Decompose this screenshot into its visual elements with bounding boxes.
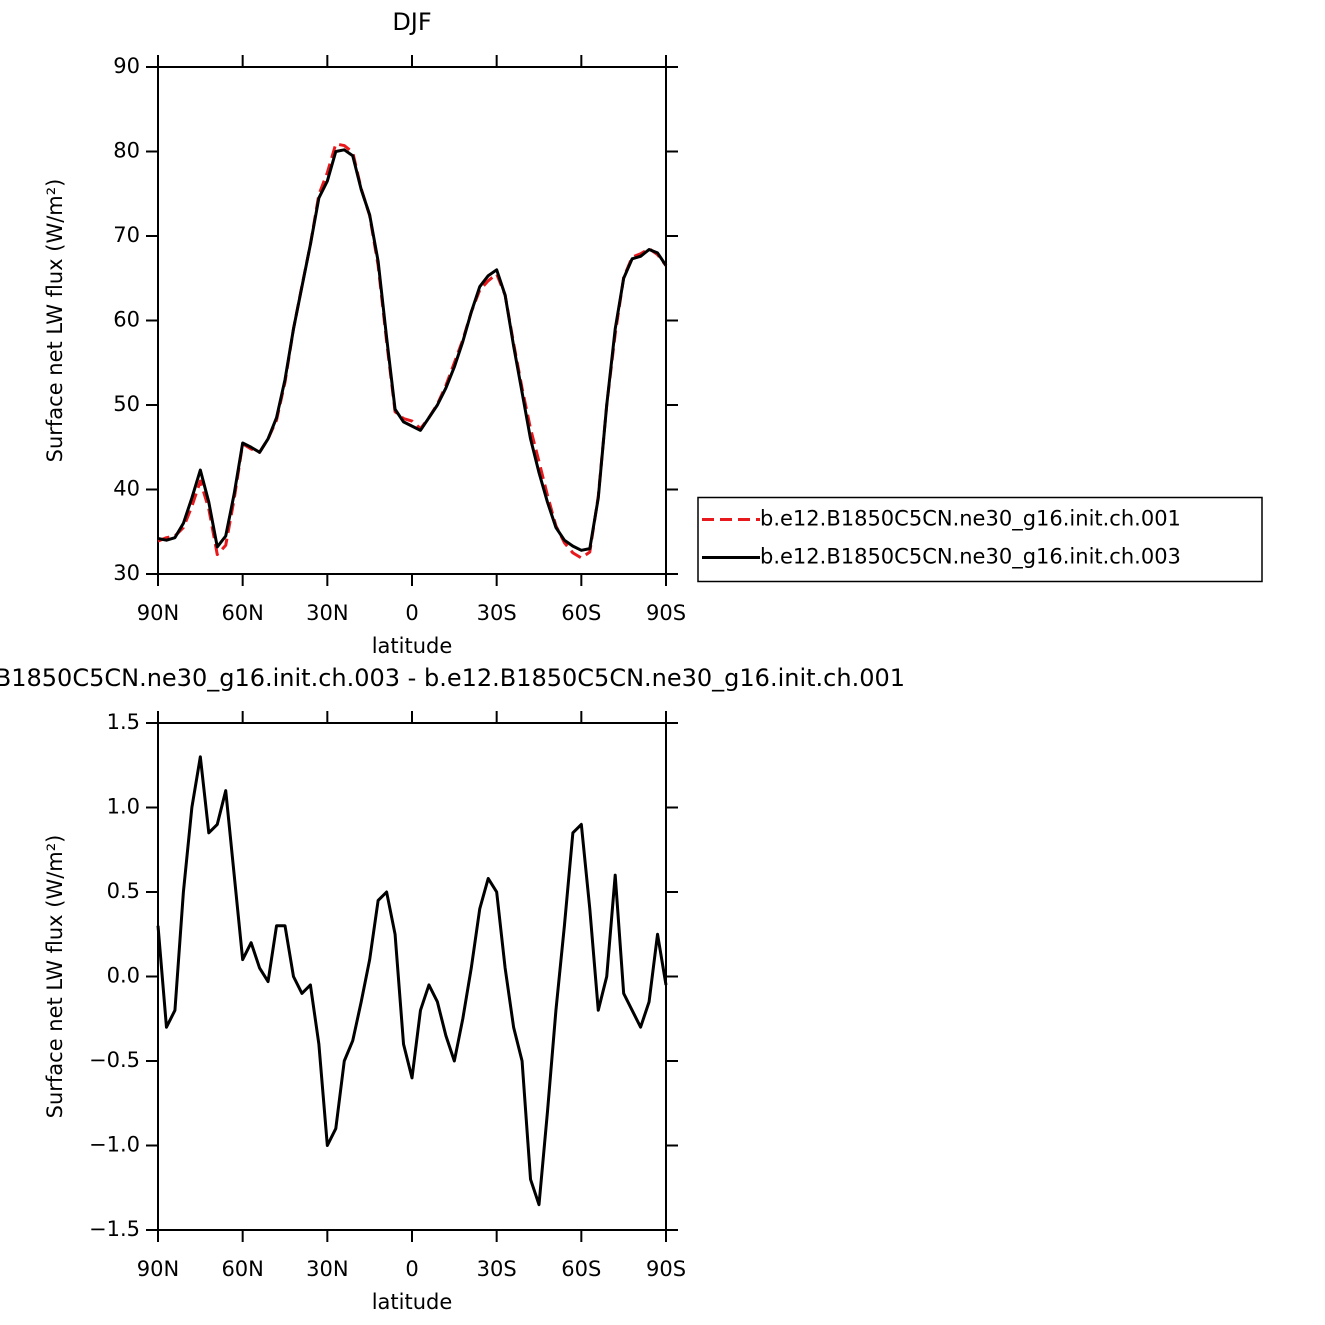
x-tick-label: 60N (221, 1257, 263, 1281)
legend-label: b.e12.B1850C5CN.ne30_g16.init.ch.001 (760, 507, 1181, 532)
data-line (156, 755, 668, 1207)
x-tick-label: 90S (646, 601, 686, 625)
y-tick-label: 90 (113, 54, 140, 78)
y-tick-label: 1.5 (107, 710, 140, 734)
x-tick-label: 60S (561, 1257, 601, 1281)
x-tick-label: 90N (137, 601, 179, 625)
y-tick-label: 60 (113, 308, 140, 332)
plot-frame (157, 722, 667, 1231)
y-tick-label: 40 (113, 477, 140, 501)
x-tick-label: 30S (477, 1257, 517, 1281)
y-tick-label: 1.0 (107, 795, 140, 819)
chart-title: DJF (392, 8, 431, 36)
legend-box (697, 496, 1263, 583)
y-tick-label: −1.5 (89, 1217, 140, 1241)
x-tick-label: 30N (306, 1257, 348, 1281)
y-tick-label: 70 (113, 223, 140, 247)
y-tick-label: 30 (113, 561, 140, 585)
x-tick-label: 90S (646, 1257, 686, 1281)
x-tick-label: 0 (405, 601, 418, 625)
legend-label: b.e12.B1850C5CN.ne30_g16.init.ch.003 (760, 545, 1181, 570)
x-axis-label: latitude (372, 634, 453, 658)
y-tick-label: 50 (113, 392, 140, 416)
x-tick-label: 60S (561, 601, 601, 625)
y-axis-label: Surface net LW flux (W/m²) (43, 835, 67, 1119)
y-tick-label: 0.0 (107, 964, 140, 988)
chart-title: b.e12.B1850C5CN.ne30_g16.init.ch.003 - b… (0, 664, 905, 692)
x-tick-label: 30S (477, 601, 517, 625)
y-tick-label: 0.5 (107, 879, 140, 903)
data-line (157, 148, 668, 552)
y-tick-label: −0.5 (89, 1048, 140, 1072)
y-axis-label: Surface net LW flux (W/m²) (43, 179, 67, 463)
y-tick-label: −1.0 (89, 1133, 140, 1157)
x-axis-label: latitude (372, 1290, 453, 1314)
x-tick-label: 60N (221, 601, 263, 625)
x-tick-label: 0 (405, 1257, 418, 1281)
y-tick-label: 80 (113, 139, 140, 163)
x-tick-label: 90N (137, 1257, 179, 1281)
x-tick-label: 30N (306, 601, 348, 625)
